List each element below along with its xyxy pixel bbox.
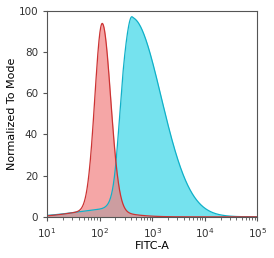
Y-axis label: Normalized To Mode: Normalized To Mode [7,58,17,170]
X-axis label: FITC-A: FITC-A [135,241,170,251]
